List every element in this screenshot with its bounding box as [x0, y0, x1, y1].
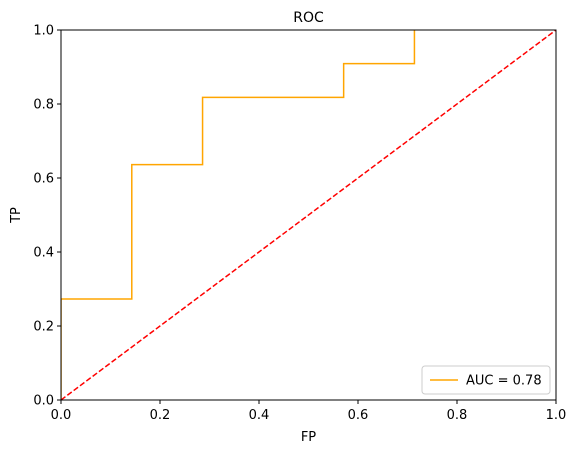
x-tick-label: 1.0	[546, 408, 567, 423]
y-tick-label: 0.0	[33, 394, 54, 409]
legend: AUC = 0.78	[421, 365, 551, 395]
x-tick-label: 0.4	[249, 408, 270, 423]
x-tick-label: 0.8	[447, 408, 468, 423]
y-axis-title: TP	[9, 207, 24, 224]
x-axis-title: FP	[301, 430, 316, 445]
y-tick-label: 1.0	[33, 24, 54, 39]
x-tick-label: 0.0	[51, 408, 72, 423]
y-tick-label: 0.4	[33, 246, 54, 261]
x-tick-label: 0.6	[348, 408, 369, 423]
axes-frame	[60, 29, 557, 401]
x-tick-label: 0.2	[150, 408, 171, 423]
y-tick-label: 0.6	[33, 172, 54, 187]
y-tick-label: 0.8	[33, 98, 54, 113]
chance-diagonal-line	[61, 30, 556, 400]
y-tick-label: 0.2	[33, 320, 54, 335]
roc-curve-line	[61, 30, 416, 400]
series-layer	[61, 30, 556, 400]
chart-title: ROC	[293, 10, 324, 26]
ticks-layer: 0.0 0.2 0.4 0.6 0.8 1.0 0.0 0.2 0.4 0.6 0.8 1.0	[33, 24, 566, 424]
legend-label: AUC = 0.78	[466, 374, 542, 389]
legend-box	[421, 365, 551, 395]
